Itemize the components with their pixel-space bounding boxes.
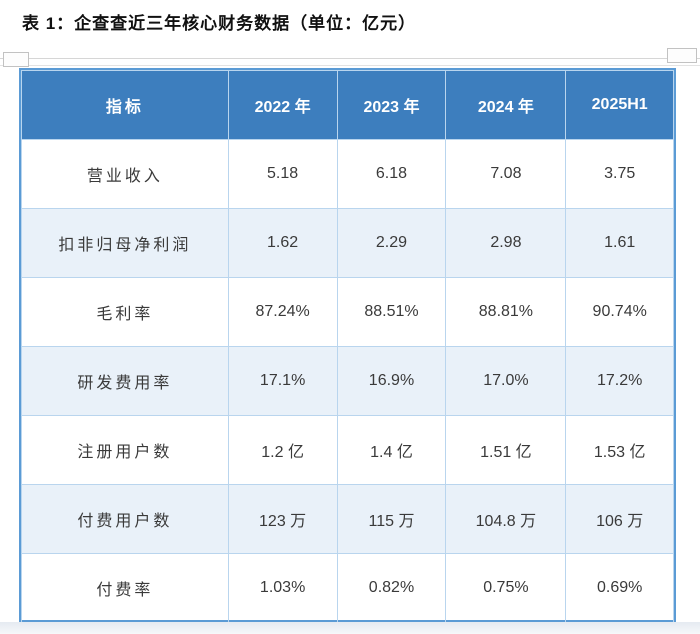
page-bottom-strip [0,622,700,634]
cell-value: 2.29 [336,208,447,278]
cell-value: 2.98 [445,208,567,278]
table-row: 付费率 1.03% 0.82% 0.75% 0.69% [21,553,674,623]
row-label: 毛利率 [21,277,229,347]
cell-value: 1.51 亿 [445,415,567,485]
cell-value: 5.18 [227,139,338,209]
table-row: 毛利率 87.24% 88.51% 88.81% 90.74% [21,277,674,347]
cell-value: 1.4 亿 [336,415,447,485]
cell-value: 104.8 万 [445,484,567,554]
cell-value: 17.0% [445,346,567,416]
header-cell-metric: 指标 [21,70,229,140]
ruler-line-bottom [0,65,700,66]
table-caption: 表 1：企查查近三年核心财务数据（单位：亿元） [22,14,417,33]
header-cell-period: 2024 年 [445,70,567,140]
cell-value: 88.51% [336,277,447,347]
header-cell-period: 2022 年 [227,70,338,140]
cell-value: 90.74% [565,277,674,347]
row-label: 付费用户数 [21,484,229,554]
cell-value: 1.61 [565,208,674,278]
cell-value: 7.08 [445,139,567,209]
table-header-row: 指标 2022 年 2023 年 2024 年 2025H1 [21,70,674,140]
cell-value: 0.82% [336,553,447,623]
row-label: 注册用户数 [21,415,229,485]
table-row: 付费用户数 123 万 115 万 104.8 万 106 万 [21,484,674,554]
header-cell-period: 2023 年 [336,70,447,140]
cell-value: 6.18 [336,139,447,209]
row-label: 营业收入 [21,139,229,209]
ruler-line-top [0,58,700,59]
table-handle-left [3,52,29,67]
cell-value: 17.2% [565,346,674,416]
cell-value: 1.03% [227,553,338,623]
cell-value: 0.75% [445,553,567,623]
cell-value: 1.62 [227,208,338,278]
cell-value: 17.1% [227,346,338,416]
cell-value: 3.75 [565,139,674,209]
cell-value: 88.81% [445,277,567,347]
cell-value: 115 万 [336,484,447,554]
row-label: 扣非归母净利润 [21,208,229,278]
header-cell-period: 2025H1 [565,70,674,140]
row-label: 研发费用率 [21,346,229,416]
cell-value: 1.2 亿 [227,415,338,485]
table-row: 扣非归母净利润 1.62 2.29 2.98 1.61 [21,208,674,278]
financial-table: 指标 2022 年 2023 年 2024 年 2025H1 营业收入 5.18 6.18 7… [19,68,676,623]
financial-data-table: 指标 2022 年 2023 年 2024 年 2025H1 营业收入 5.18 6.18 7… [21,70,674,623]
cell-value: 87.24% [227,277,338,347]
table-row: 研发费用率 17.1% 16.9% 17.0% 17.2% [21,346,674,416]
cell-value: 106 万 [565,484,674,554]
cell-value: 123 万 [227,484,338,554]
table-body: 营业收入 5.18 6.18 7.08 3.75 扣非归母净利润 1.62 2.29 2.98 1… [21,139,674,623]
cell-value: 16.9% [336,346,447,416]
cell-value: 0.69% [565,553,674,623]
row-label: 付费率 [21,553,229,623]
table-row: 营业收入 5.18 6.18 7.08 3.75 [21,139,674,209]
table-row: 注册用户数 1.2 亿 1.4 亿 1.51 亿 1.53 亿 [21,415,674,485]
table-handle-right [667,48,697,63]
cell-value: 1.53 亿 [565,415,674,485]
